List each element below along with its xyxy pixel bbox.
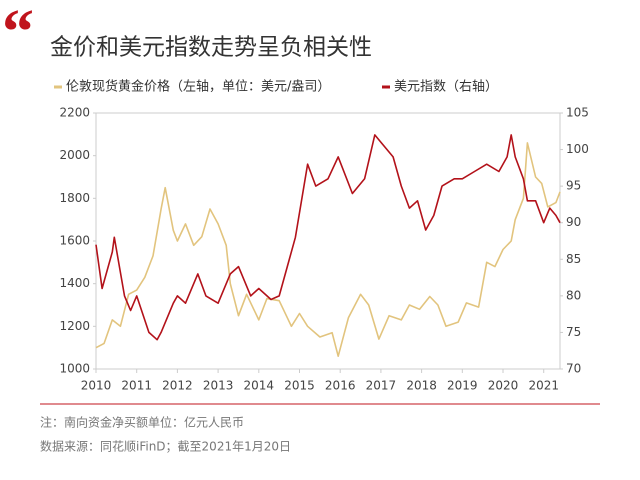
y2-tick-label: 75 xyxy=(566,325,581,339)
x-tick-label: 2018 xyxy=(406,379,437,393)
y2-tick-label: 85 xyxy=(566,252,581,266)
y2-tick-label: 105 xyxy=(566,106,589,120)
legend-label: 美元指数（右轴） xyxy=(394,80,498,95)
x-tick-label: 2021 xyxy=(528,379,559,393)
x-tick-label: 2014 xyxy=(244,379,275,393)
y2-tick-label: 90 xyxy=(566,215,581,229)
legend-label: 伦敦现货黄金价格（左轴，单位：美元/盎司） xyxy=(66,79,330,95)
x-tick-label: 2017 xyxy=(366,379,397,393)
x-tick-label: 2012 xyxy=(162,379,193,393)
y-tick-label: 1600 xyxy=(59,234,90,248)
y-tick-label: 1800 xyxy=(59,191,90,205)
note: 注：南向资金净买额单位：亿元人民币 xyxy=(40,415,244,430)
y-tick-label: 1200 xyxy=(59,319,90,333)
y2-tick-label: 100 xyxy=(566,142,589,156)
x-tick-label: 2011 xyxy=(121,379,152,393)
source: 数据来源：同花顺iFinD；截至2021年1月20日 xyxy=(40,439,291,454)
y-tick-label: 1400 xyxy=(59,276,90,290)
y2-tick-label: 80 xyxy=(566,288,581,302)
x-tick-label: 2015 xyxy=(284,379,315,393)
x-tick-label: 2019 xyxy=(447,379,478,393)
x-tick-label: 2016 xyxy=(325,379,356,393)
y-tick-label: 2200 xyxy=(59,106,90,120)
x-tick-label: 2013 xyxy=(203,379,234,393)
series-line xyxy=(95,134,561,341)
y-tick-label: 2000 xyxy=(59,148,90,162)
x-tick-label: 2020 xyxy=(488,379,519,393)
chart-title: 金价和美元指数走势呈负相关性 xyxy=(50,35,372,61)
y2-tick-label: 70 xyxy=(566,362,581,376)
quote-mark: “ xyxy=(2,0,34,67)
y-tick-label: 1000 xyxy=(59,362,90,376)
x-tick-label: 2010 xyxy=(81,379,112,393)
y2-tick-label: 95 xyxy=(566,179,581,193)
series-line xyxy=(95,142,561,357)
